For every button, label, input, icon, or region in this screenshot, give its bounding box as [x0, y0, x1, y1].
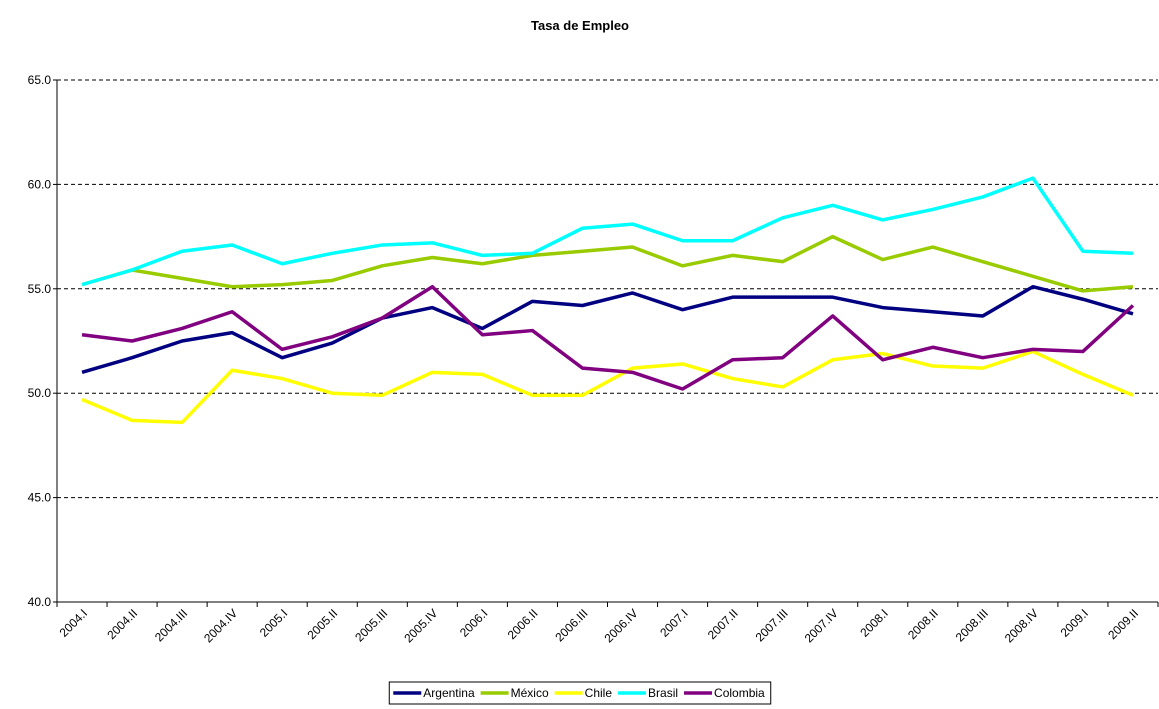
x-tick-label: 2007.III — [753, 606, 791, 644]
x-tick-label: 2005.II — [305, 606, 341, 642]
y-tick-label: 40.0 — [28, 595, 52, 609]
chart-title: Tasa de Empleo — [531, 18, 629, 33]
x-tick-label: 2004.IV — [201, 606, 240, 645]
x-tick-label: 2006.III — [552, 606, 590, 644]
x-tick-label: 2005.IV — [401, 606, 440, 645]
series-line — [81, 349, 1134, 425]
legend-label: Brasil — [648, 686, 678, 700]
x-tick-label: 2008.III — [953, 606, 991, 644]
y-tick-label: 65.0 — [28, 73, 52, 87]
x-tick-label: 2004.I — [57, 606, 90, 639]
x-tick-label: 2008.I — [857, 606, 890, 639]
x-tick-label: 2005.III — [352, 606, 390, 644]
y-tick-label: 45.0 — [28, 491, 52, 505]
x-tick-label: 2009.II — [1105, 606, 1141, 642]
legend-label: Chile — [585, 686, 613, 700]
y-tick-label: 50.0 — [28, 386, 52, 400]
legend-label: Colombia — [714, 686, 765, 700]
series-line — [81, 176, 1134, 287]
legend-label: México — [511, 686, 549, 700]
x-tick-label: 2008.II — [905, 606, 941, 642]
x-tick-label: 2007.I — [657, 606, 690, 639]
x-tick-label: 2007.II — [705, 606, 741, 642]
x-tick-label: 2009.I — [1058, 606, 1091, 639]
series-line — [81, 284, 1135, 391]
x-tick-label: 2007.IV — [802, 606, 841, 645]
x-tick-label: 2006.II — [505, 606, 541, 642]
x-tick-label: 2006.I — [457, 606, 490, 639]
series-line — [81, 234, 1134, 293]
x-tick-label: 2005.I — [257, 606, 290, 639]
y-tick-label: 55.0 — [28, 282, 52, 296]
legend-label: Argentina — [423, 686, 475, 700]
series-line — [81, 284, 1134, 374]
x-tick-label: 2004.III — [152, 606, 190, 644]
x-tick-label: 2008.IV — [1002, 606, 1041, 645]
y-tick-label: 60.0 — [28, 177, 52, 191]
x-tick-label: 2004.II — [104, 606, 140, 642]
x-tick-label: 2006.IV — [601, 606, 640, 645]
